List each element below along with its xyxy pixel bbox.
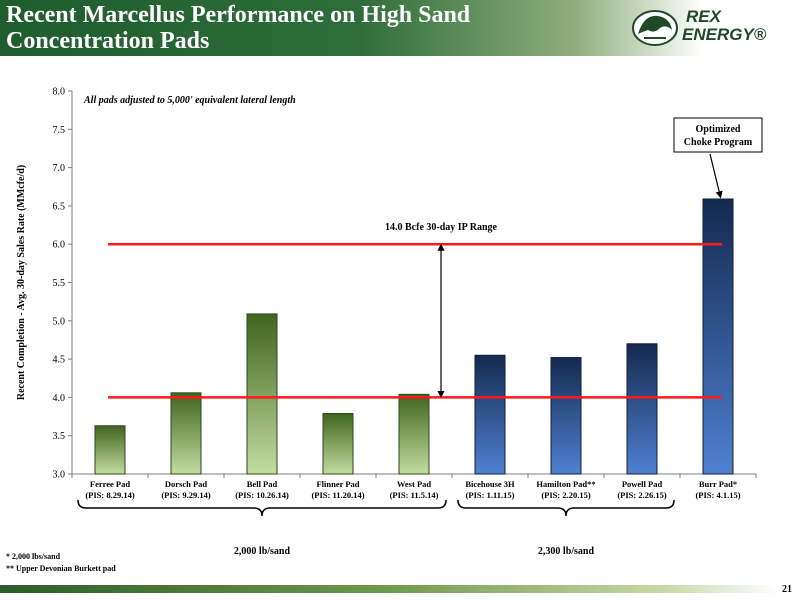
category-pis-label: (PIS: 2.20.15) [541, 490, 591, 500]
category-name-label: Powell Pad [622, 479, 663, 489]
bar-3 [322, 412, 354, 475]
y-tick-label: 4.5 [53, 355, 66, 366]
category-pis-label: (PIS: 9.29.14) [161, 490, 211, 500]
category-pis-label: (PIS: 8.29.14) [85, 490, 135, 500]
callout-line-2: Choke Program [684, 137, 753, 148]
y-tick-label: 6.5 [53, 201, 66, 212]
title-banner: Recent Marcellus Performance on High San… [0, 0, 800, 56]
footnote-1: * 2,000 lbs/sand [6, 552, 61, 561]
y-tick-label: 6.0 [53, 240, 66, 251]
category-pis-label: (PIS: 11.20.14) [311, 490, 364, 500]
lion-emblem-icon [632, 10, 678, 46]
category-name-label: Burr Pad* [699, 479, 737, 489]
group-label-0: 2,000 lb/sand [234, 546, 291, 557]
bar-7 [626, 343, 658, 475]
y-tick-label: 7.0 [53, 163, 66, 174]
category-name-label: Ferree Pad [90, 479, 130, 489]
category-name-label: Bell Pad [247, 479, 278, 489]
lateral-length-note: All pads adjusted to 5,000' equivalent l… [83, 95, 296, 106]
category-pis-label: (PIS: 4.1.15) [695, 490, 740, 500]
bar-6 [550, 357, 582, 475]
bar-4 [398, 393, 430, 475]
y-tick-label: 5.0 [53, 316, 66, 327]
group-brace-1 [457, 499, 675, 517]
category-name-label: Dorsch Pad [165, 479, 208, 489]
page-number: 21 [782, 584, 792, 595]
title-line-2: Concentration Pads [6, 28, 210, 54]
group-brace-0 [77, 499, 447, 517]
y-tick-label: 3.5 [53, 431, 66, 442]
bar-8 [702, 198, 734, 475]
group-label-1: 2,300 lb/sand [538, 546, 595, 557]
logo-line-1: REX [686, 7, 721, 26]
bar-0 [94, 425, 126, 475]
category-name-label: West Pad [397, 479, 432, 489]
footnote-2: ** Upper Devonian Burkett pad [6, 564, 116, 573]
y-axis-label: Recent Completion - Avg. 30-day Sales Ra… [16, 165, 27, 400]
rex-energy-logo: REX ENERGY® [630, 4, 790, 50]
bar-2 [246, 313, 278, 475]
category-pis-label: (PIS: 11.5.14) [390, 490, 439, 500]
bar-5 [474, 354, 506, 475]
category-name-label: Bicehouse 3H [465, 479, 515, 489]
bar-chart: 3.0 3.5 4.0 4.5 5.0 5.5 6.0 6.5 7.0 7.5 8.0 Recent … [16, 87, 763, 557]
y-tick-label: 5.5 [53, 278, 66, 289]
logo-text: REX ENERGY® [682, 8, 766, 44]
category-pis-label: (PIS: 1.11.15) [466, 490, 515, 500]
y-tick-label: 8.0 [53, 87, 66, 98]
bar-1 [170, 392, 202, 475]
y-tick-label: 3.0 [53, 470, 66, 481]
callout-line-1: Optimized [696, 124, 741, 135]
category-pis-label: (PIS: 2.26.15) [617, 490, 667, 500]
category-name-label: Flinner Pad [316, 479, 359, 489]
callout-arrow [709, 153, 723, 199]
logo-line-2: ENERGY® [682, 25, 767, 44]
title-line-1: Recent Marcellus Performance on High San… [6, 2, 471, 28]
slide-title: Recent Marcellus Performance on High San… [6, 2, 470, 54]
y-tick-label: 4.0 [53, 393, 66, 404]
footer-bar [0, 585, 780, 593]
y-tick-label: 7.5 [53, 125, 66, 136]
range-label: 14.0 Bcfe 30-day IP Range [385, 222, 498, 233]
category-name-label: Hamilton Pad** [536, 479, 595, 489]
category-pis-label: (PIS: 10.26.14) [235, 490, 289, 500]
callout-box [673, 117, 763, 153]
